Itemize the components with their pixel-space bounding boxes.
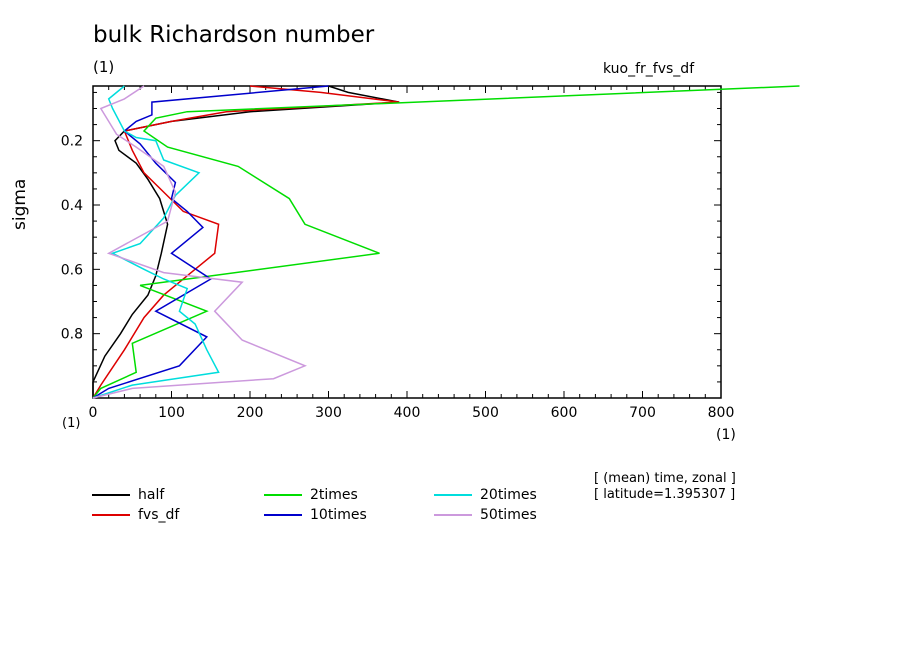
- info-line-latitude: [ latitude=1.395307 ]: [594, 487, 736, 502]
- axis-ticks: [92, 86, 722, 398]
- series-lines: [92, 85, 800, 399]
- x-tick-label: 600: [551, 405, 578, 421]
- series-line-fvs_df: [92, 85, 400, 399]
- y-axis-unit-bottom: (1): [62, 416, 81, 431]
- x-axis-unit: (1): [716, 427, 736, 443]
- y-tick-label: 0.6: [61, 262, 83, 278]
- legend-item-20times: 20times: [434, 485, 537, 505]
- legend-label: 10times: [310, 507, 367, 523]
- series-line-2times: [92, 85, 800, 399]
- legend-swatch: [434, 494, 472, 496]
- x-tick-label: 100: [158, 405, 185, 421]
- legend-label: half: [138, 487, 165, 503]
- legend-label: fvs_df: [138, 507, 180, 523]
- x-tick-label: 500: [472, 405, 499, 421]
- legend-label: 20times: [480, 487, 537, 503]
- x-tick-label: 400: [394, 405, 421, 421]
- series-line-50times: [92, 85, 307, 399]
- y-tick-labels: 0.2 0.4 0.6 0.8: [61, 134, 83, 343]
- legend-item-10times: 10times: [264, 505, 367, 525]
- x-tick-label: 700: [629, 405, 656, 421]
- x-tick-label: 300: [315, 405, 342, 421]
- chart-title: bulk Richardson number: [93, 22, 375, 48]
- x-tick-label: 0: [89, 405, 98, 421]
- legend-item-half: half: [92, 485, 164, 505]
- y-tick-label: 0.4: [61, 198, 83, 214]
- legend-label: 50times: [480, 507, 537, 523]
- legend-swatch: [434, 514, 472, 516]
- legend-label: 2times: [310, 487, 358, 503]
- series-line-10times: [92, 85, 329, 399]
- legend-swatch: [92, 514, 130, 516]
- experiment-name: kuo_fr_fvs_df: [603, 61, 695, 77]
- x-tick-labels: 0 100 200 300 400 500 600 700 800: [89, 405, 735, 421]
- plot-frame: [92, 85, 722, 399]
- legend-swatch: [264, 494, 302, 496]
- y-tick-label: 0.8: [61, 327, 83, 343]
- series-line-20times: [92, 85, 220, 399]
- legend-item-50times: 50times: [434, 505, 537, 525]
- legend-item-2times: 2times: [264, 485, 358, 505]
- legend-item-fvs_df: fvs_df: [92, 505, 179, 525]
- series-line-half: [92, 85, 400, 398]
- legend-swatch: [264, 514, 302, 516]
- x-tick-label: 800: [708, 405, 735, 421]
- y-unit-label: (1): [93, 58, 115, 76]
- y-tick-label: 0.2: [61, 134, 83, 150]
- x-tick-label: 200: [237, 405, 264, 421]
- info-line-time: [ (mean) time, zonal ]: [594, 471, 736, 486]
- legend-swatch: [92, 494, 130, 496]
